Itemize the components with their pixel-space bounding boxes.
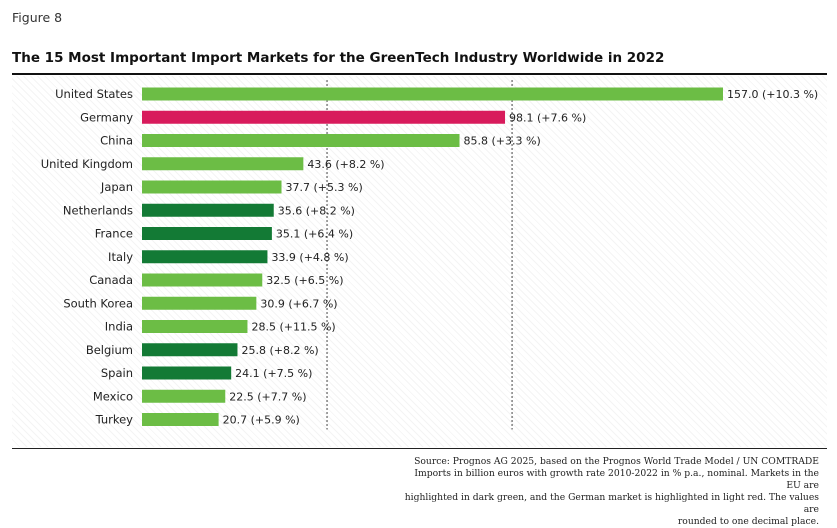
bar [142,134,460,147]
value-label: 30.9 (+6.7 %) [260,297,337,310]
value-label: 33.9 (+4.8 %) [271,251,348,264]
category-label: Canada [89,273,133,287]
bar [142,250,268,264]
title-rule [12,73,827,75]
category-label: United States [55,87,133,101]
bar [142,273,263,287]
bar [142,413,219,426]
category-label: Germany [80,110,133,124]
value-label: 32.5 (+6.5 %) [266,274,343,287]
bar [142,320,248,333]
value-label: 28.5 (+11.5 %) [251,321,335,334]
category-label: Mexico [93,389,133,403]
category-label: Japan [100,180,133,194]
category-label: Spain [101,366,133,380]
value-label: 35.6 (+8.2 %) [278,204,355,217]
bar [142,227,272,240]
bar [142,296,257,310]
source-line: highlighted in dark green, and the Germa… [404,492,819,515]
category-label: Turkey [95,413,134,427]
bottom-rule [12,448,827,449]
bar [142,87,723,101]
source-note: Source: Prognos AG 2025, based on the Pr… [399,456,819,528]
category-label: Netherlands [63,203,133,217]
category-label: Italy [108,250,133,264]
chart-title: The 15 Most Important Import Markets for… [12,50,665,66]
bar-chart: United States 157.0 (+10.3 %) Germany 98.1 … [41,80,818,430]
bar [142,389,226,403]
category-label: Belgium [86,343,133,357]
bar [142,110,506,124]
value-label: 43.6 (+8.2 %) [307,158,384,171]
bar [142,203,274,217]
category-label: South Korea [63,296,133,310]
category-label: France [95,227,133,241]
value-label: 37.7 (+5.3 %) [286,181,363,194]
bar [142,343,238,357]
value-label: 25.8 (+8.2 %) [241,344,318,357]
value-label: 98.1 (+7.6 %) [509,111,586,124]
bar [142,180,282,194]
bar [142,157,304,171]
source-line: rounded to one decimal place. [677,516,819,527]
category-label: United Kingdom [41,157,133,171]
value-label: 24.1 (+7.5 %) [235,367,312,380]
source-line: Source: Prognos AG 2025, based on the Pr… [414,456,819,467]
value-label: 35.1 (+6.4 %) [276,228,353,241]
source-line: Imports in billion euros with growth rat… [414,468,819,491]
bar [142,366,232,380]
value-label: 20.7 (+5.9 %) [223,414,300,427]
value-label: 157.0 (+10.3 %) [727,88,818,101]
figure-label: Figure 8 [12,10,63,25]
value-label: 22.5 (+7.7 %) [229,390,306,403]
category-label: China [100,134,133,148]
value-label: 85.8 (+3.3 %) [464,135,541,148]
category-label: India [105,320,133,334]
